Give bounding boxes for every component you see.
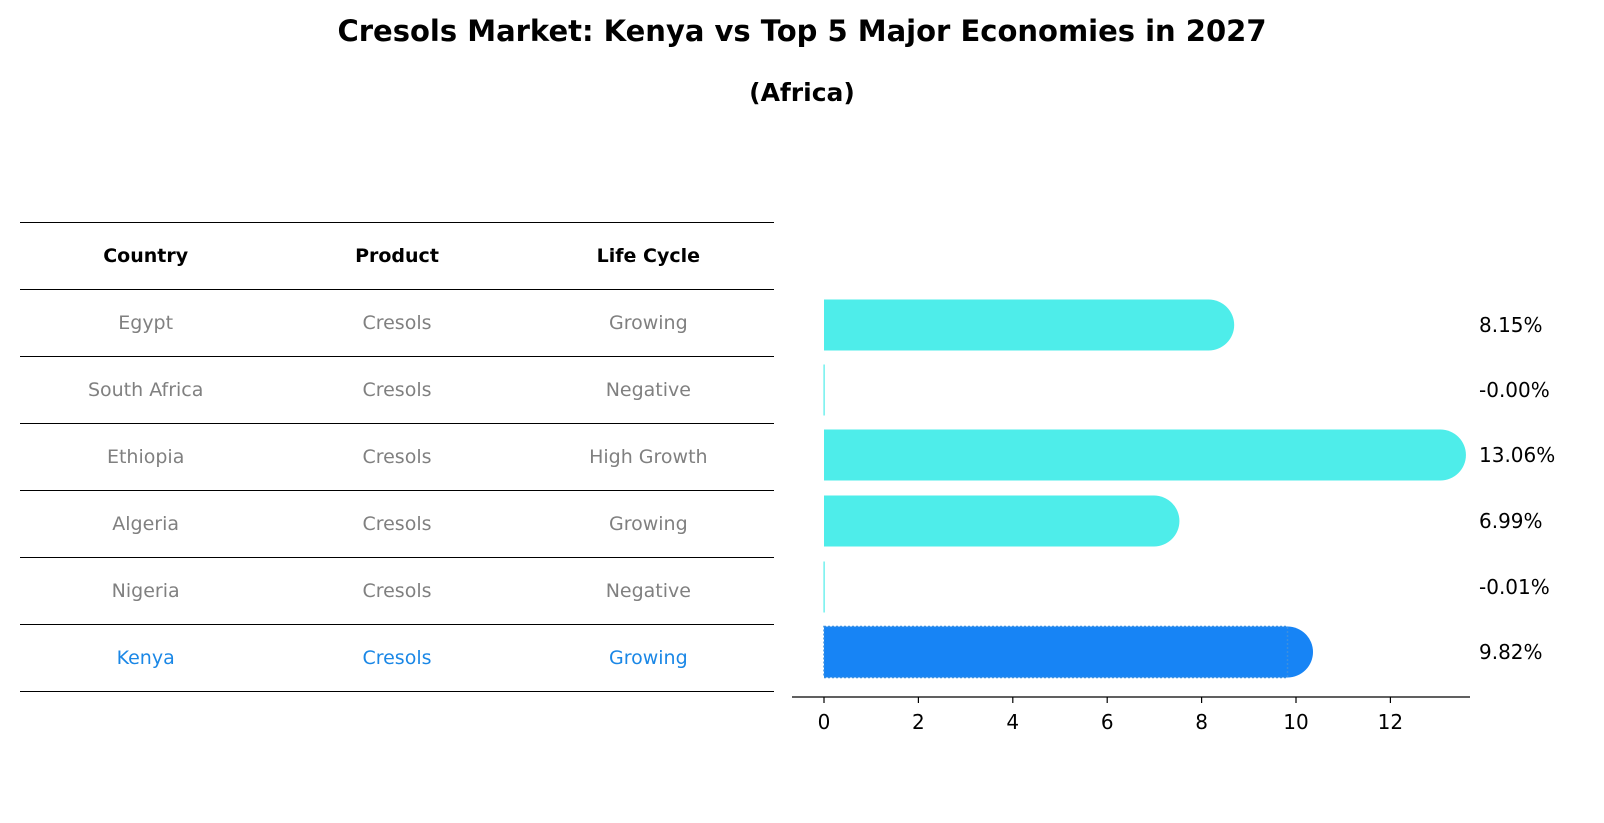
cell-life-cycle: Negative xyxy=(605,580,691,602)
bar-value-label: -0.01% xyxy=(1479,575,1550,599)
bar-value-label: 13.06% xyxy=(1479,443,1555,467)
table-row: South Africa Cresols Negative xyxy=(20,356,774,424)
cell-life-cycle: High Growth xyxy=(589,446,708,468)
bar-south-africa xyxy=(823,364,825,416)
cell-life-cycle: Growing xyxy=(608,647,688,669)
table-row: Egypt Cresols Growing xyxy=(20,289,774,357)
table-row-highlight: Kenya Cresols Growing xyxy=(20,624,774,692)
cell-country: Algeria xyxy=(112,513,180,535)
cell-country: South Africa xyxy=(87,379,204,401)
cell-life-cycle: Negative xyxy=(605,379,691,401)
cell-country: Egypt xyxy=(118,312,174,334)
bar-highlight-outline xyxy=(823,625,1289,679)
cell-country: Kenya xyxy=(116,647,175,669)
bar-value-label: 8.15% xyxy=(1479,313,1543,337)
bar-egypt xyxy=(824,299,1235,351)
cell-product: Cresols xyxy=(362,647,432,669)
cell-life-cycle: Growing xyxy=(608,312,688,334)
x-tick-label: 4 xyxy=(1006,710,1019,734)
header-country: Country xyxy=(103,245,189,267)
table-row: Ethiopia Cresols High Growth xyxy=(20,423,774,491)
cell-product: Cresols xyxy=(362,312,432,334)
table-header-row: Country Product Life Cycle xyxy=(20,222,774,290)
lifecycle-table: Country Product Life Cycle Egypt Cresols… xyxy=(20,222,774,692)
bar-ethiopia xyxy=(824,429,1466,481)
cell-product: Cresols xyxy=(362,580,432,602)
bar-value-label: -0.00% xyxy=(1479,378,1550,402)
header-product: Product xyxy=(355,245,439,267)
cell-country: Ethiopia xyxy=(106,446,185,468)
cell-product: Cresols xyxy=(362,379,432,401)
x-tick-label: 10 xyxy=(1283,710,1308,734)
bar-algeria xyxy=(824,495,1180,547)
bar-kenya xyxy=(824,626,1314,678)
x-tick-label: 6 xyxy=(1101,710,1114,734)
cell-country: Nigeria xyxy=(111,580,180,602)
table-row: Algeria Cresols Growing xyxy=(20,490,774,558)
chart-title: Cresols Market: Kenya vs Top 5 Major Eco… xyxy=(337,14,1267,48)
chart-subtitle: (Africa) xyxy=(749,78,855,107)
header-life-cycle: Life Cycle xyxy=(596,245,701,267)
cell-life-cycle: Growing xyxy=(608,513,688,535)
bar-value-label: 6.99% xyxy=(1479,509,1543,533)
cell-product: Cresols xyxy=(362,446,432,468)
bar-nigeria xyxy=(823,561,825,613)
x-tick-label: 0 xyxy=(818,710,831,734)
bar-value-label: 9.82% xyxy=(1479,640,1543,664)
x-tick-label: 8 xyxy=(1195,710,1208,734)
cell-product: Cresols xyxy=(362,513,432,535)
x-tick-label: 12 xyxy=(1378,710,1403,734)
table-row: Nigeria Cresols Negative xyxy=(20,557,774,625)
x-tick-label: 2 xyxy=(912,710,925,734)
